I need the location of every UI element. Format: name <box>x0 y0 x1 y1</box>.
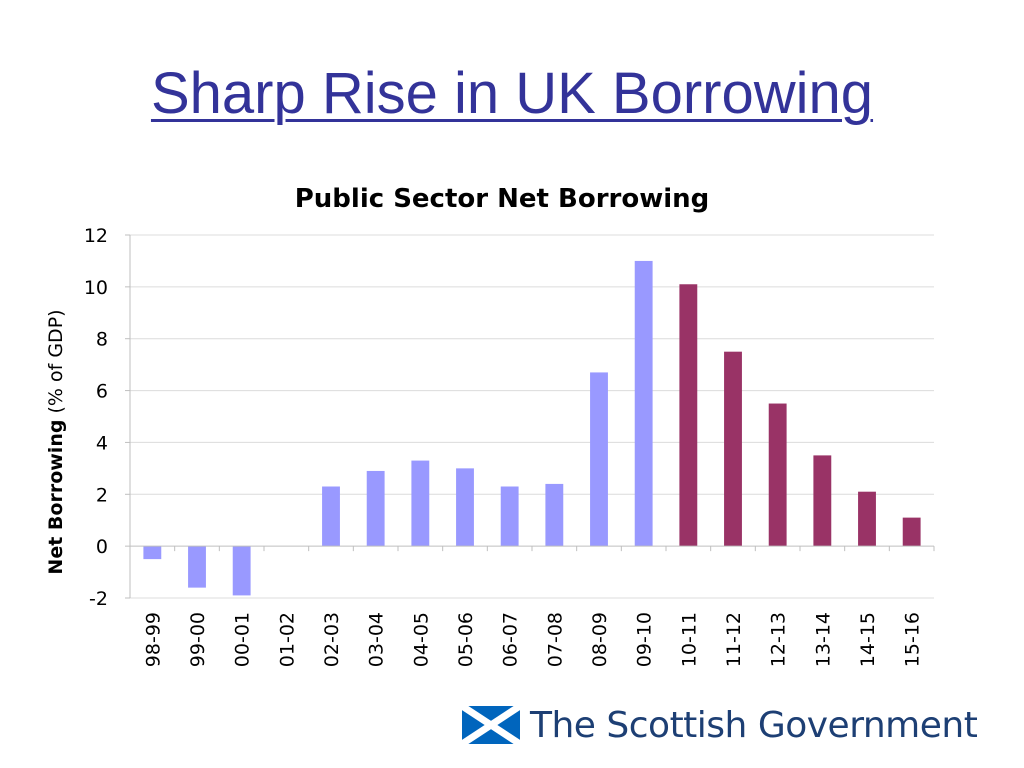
y-tick-label: 2 <box>96 484 108 506</box>
x-tick-label: 02-03 <box>321 612 343 667</box>
x-tick-label: 06-07 <box>500 612 522 667</box>
y-axis-label-bold: Net Borrowing <box>45 420 67 575</box>
bar-98-99 <box>143 546 162 560</box>
bar-14-15 <box>858 491 876 547</box>
bar-09-10 <box>634 260 653 547</box>
x-tick-labels: 98-99 99-00 00-01 01-02 02-03 03-04 04-05 05-06… <box>142 612 923 667</box>
x-tick-label: 98-99 <box>142 612 164 667</box>
gridlines <box>130 234 934 599</box>
axes <box>125 234 935 599</box>
chart-title: Public Sector Net Borrowing <box>295 184 710 214</box>
bar-11-12 <box>724 351 742 547</box>
y-tick-label: 12 <box>84 225 108 247</box>
logo-text: The Scottish Government <box>530 704 978 746</box>
scottish-government-logo: The Scottish Government <box>462 700 978 750</box>
bar-05-06 <box>456 468 474 547</box>
bar-12-13 <box>768 403 787 547</box>
x-tick-label: 04-05 <box>410 612 432 667</box>
x-tick-label: 14-15 <box>857 612 879 667</box>
bar-chart: Public Sector Net Borrowing Net Borrowin… <box>45 184 935 667</box>
x-tick-label: 12-13 <box>768 612 790 667</box>
x-tick-label: 07-08 <box>544 612 566 667</box>
bar-15-16 <box>902 517 921 547</box>
x-tick-label: 08-09 <box>589 612 611 667</box>
x-tick-label: 13-14 <box>812 612 834 667</box>
bar-03-04 <box>366 470 385 547</box>
bar-07-08 <box>545 483 564 547</box>
y-axis-label-unit: (% of GDP) <box>45 309 67 419</box>
x-tick-label: 11-12 <box>723 612 745 667</box>
x-tick-label: 01-02 <box>276 612 298 667</box>
x-tick-label: 09-10 <box>634 612 656 667</box>
y-tick-label: 0 <box>96 536 108 558</box>
y-tick-label: 6 <box>96 381 108 403</box>
bars <box>143 260 921 596</box>
x-tick-label: 99-00 <box>187 612 209 667</box>
saltire-flag-icon <box>462 706 520 744</box>
x-tick-label: 05-06 <box>455 612 477 667</box>
bar-00-01 <box>232 546 251 596</box>
x-tick-label: 03-04 <box>366 612 388 667</box>
x-tick-label: 10-11 <box>678 612 700 667</box>
x-tick-label: 15-16 <box>902 612 924 667</box>
bar-08-09 <box>590 372 608 547</box>
bar-99-00 <box>188 546 206 588</box>
y-tick-label: 8 <box>96 329 108 351</box>
y-axis-label: Net Borrowing (% of GDP) <box>45 309 67 574</box>
y-tick-label: 4 <box>96 432 108 454</box>
y-tick-label: 10 <box>84 277 108 299</box>
y-tick-label: -2 <box>89 588 108 610</box>
y-tick-labels: -2 0 2 4 6 8 10 12 <box>84 225 108 610</box>
bar-13-14 <box>813 455 832 547</box>
bar-02-03 <box>322 486 340 547</box>
bar-04-05 <box>411 460 430 547</box>
bar-10-11 <box>679 284 698 547</box>
x-tick-label: 00-01 <box>232 612 254 667</box>
slide-title: Sharp Rise in UK Borrowing <box>150 61 874 126</box>
bar-06-07 <box>500 486 519 547</box>
